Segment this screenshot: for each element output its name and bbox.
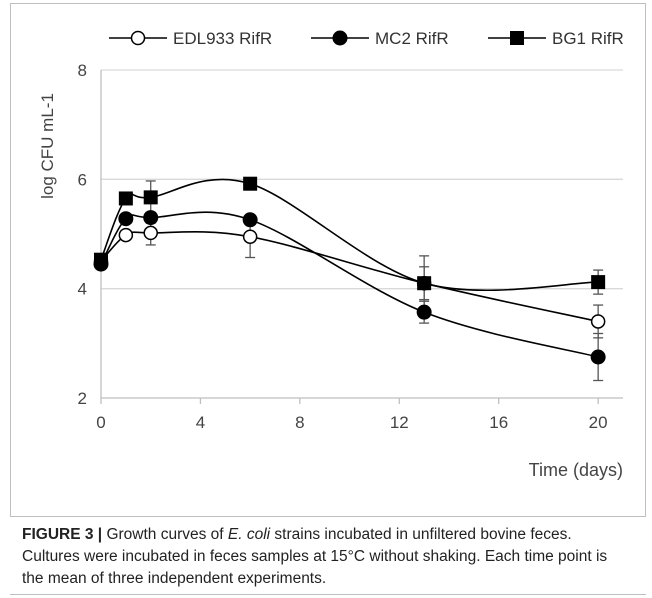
data-point-0-1	[118, 227, 134, 243]
x-tick-label: 20	[589, 413, 608, 432]
data-point-2-2	[143, 190, 158, 205]
x-tick-label: 4	[196, 413, 205, 432]
series-2	[96, 178, 604, 312]
data-point-1-1	[118, 211, 134, 227]
legend: EDL933 RifR MC2 RifR BG1 RifR	[109, 29, 624, 48]
caption-italic: E. coli	[227, 526, 271, 543]
data-point-2-4	[417, 276, 432, 291]
x-tick-label: 0	[96, 413, 105, 432]
chart-frame: 2 4 6 8 0 4 8 12 16 20 EDL933 RifR MC2 RifR BG1 Rif…	[10, 3, 646, 517]
x-tick-label: 8	[295, 413, 304, 432]
legend-label-2: BG1 RifR	[552, 29, 624, 48]
series-line-1	[100, 211, 599, 358]
data-point-2-5	[591, 275, 606, 290]
data-point-0-5	[590, 314, 606, 329]
y-tick-label: 4	[78, 280, 87, 299]
legend-marker-1	[332, 30, 348, 46]
series-0	[96, 215, 604, 339]
data-point-0-3	[242, 229, 258, 244]
grid-lines	[101, 69, 623, 290]
figure-caption: FIGURE 3 | Growth curves of E. coli stra…	[22, 524, 632, 590]
legend-marker-0	[130, 30, 146, 46]
caption-label: FIGURE 3 |	[22, 526, 103, 543]
growth-curve-chart: 2 4 6 8 0 4 8 12 16 20 EDL933 RifR MC2 RifR BG1 Rif…	[38, 29, 624, 480]
legend-marker-2	[510, 31, 524, 45]
data-point-2-1	[118, 191, 133, 206]
legend-label-0: EDL933 RifR	[173, 29, 272, 48]
data-point-1-3	[242, 212, 258, 228]
y-axis-label: log CFU mL-1	[38, 93, 57, 199]
data-point-2-3	[243, 176, 258, 191]
y-tick-label: 8	[78, 61, 87, 80]
caption-text-2: strains incubated in unfiltered bovine f…	[22, 526, 608, 587]
data-point-0-2	[143, 225, 158, 241]
caption-text-1: Growth curves of	[102, 526, 228, 543]
data-point-1-2	[143, 210, 159, 226]
data-point-2-0	[94, 252, 108, 267]
series-lines	[93, 176, 606, 382]
x-tick-label: 12	[390, 413, 409, 432]
bottom-rule	[10, 594, 646, 595]
series-line-0	[100, 230, 599, 323]
y-tick-label: 6	[78, 170, 87, 189]
y-tick-label: 2	[78, 389, 87, 408]
x-tick-label: 16	[489, 413, 508, 432]
series-1	[96, 211, 604, 382]
data-point-1-5	[590, 349, 606, 365]
data-point-1-4	[416, 304, 432, 320]
axes: 2 4 6 8 0 4 8 12 16 20	[78, 61, 623, 432]
legend-label-1: MC2 RifR	[375, 29, 449, 48]
x-axis-label: Time (days)	[529, 460, 623, 480]
